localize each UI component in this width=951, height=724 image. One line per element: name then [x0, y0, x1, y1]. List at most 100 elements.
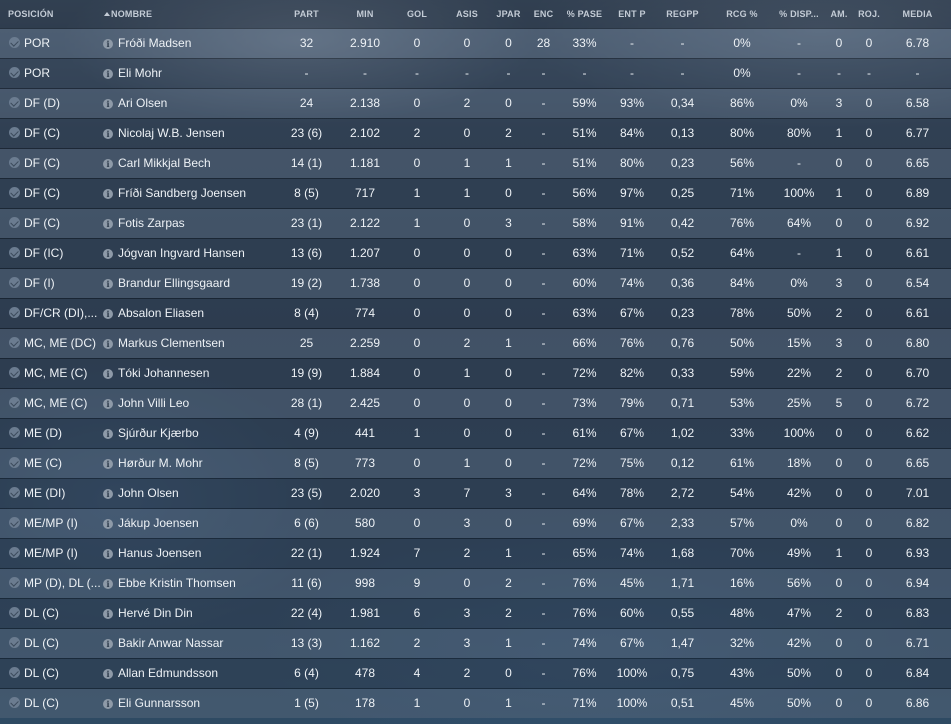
selection-check-icon[interactable]	[9, 187, 20, 198]
info-icon[interactable]: i	[103, 609, 113, 619]
column-header-minutes[interactable]: MIN	[356, 8, 374, 19]
selection-check-icon[interactable]	[9, 307, 20, 318]
player-name-cell[interactable]: i Nicolaj W.B. Jensen	[102, 118, 273, 148]
info-icon[interactable]: i	[103, 339, 113, 349]
player-name-cell[interactable]: i Hanus Joensen	[102, 538, 273, 568]
selection-check-icon[interactable]	[9, 157, 20, 168]
player-name-cell[interactable]: i Eli Gunnarsson	[102, 688, 273, 718]
info-icon[interactable]: i	[103, 219, 113, 229]
info-icon[interactable]: i	[103, 159, 113, 169]
player-row[interactable]: MC, ME (DC) i Markus Clementsen 25 2.259 0 2 1 -…	[0, 328, 951, 358]
player-name-cell[interactable]: i Ebbe Kristin Thomsen	[102, 568, 273, 598]
player-name-cell[interactable]: i Sjúrður Kjærbo	[102, 418, 273, 448]
column-header-appearances[interactable]: PART	[294, 8, 319, 19]
info-icon[interactable]: i	[103, 279, 113, 289]
selection-check-icon[interactable]	[9, 547, 20, 558]
player-row[interactable]: MC, ME (C) i Tóki Johannesen 19 (9) 1.884 0 1 0…	[0, 358, 951, 388]
player-name-cell[interactable]: i Brandur Ellingsgaard	[102, 268, 273, 298]
selection-check-icon[interactable]	[9, 367, 20, 378]
player-row[interactable]: ME (C) i Hørður M. Mohr 8 (5) 773 0 1 0 - 72% 75% 0…	[0, 448, 951, 478]
selection-check-icon[interactable]	[9, 397, 20, 408]
column-header-rcg-pct[interactable]: RCG %	[726, 8, 758, 19]
info-icon[interactable]: i	[103, 459, 113, 469]
player-row[interactable]: MP (D), DL (... i Ebbe Kristin Thomsen 11 (…	[0, 568, 951, 598]
selection-check-icon[interactable]	[9, 277, 20, 288]
info-icon[interactable]: i	[103, 429, 113, 439]
selection-check-icon[interactable]	[9, 127, 20, 138]
player-name-cell[interactable]: i John Villi Leo	[102, 388, 273, 418]
player-name-link[interactable]: Fotis Zarpas	[118, 216, 185, 230]
selection-check-icon[interactable]	[9, 97, 20, 108]
player-row[interactable]: DF (C) i Fríði Sandberg Joensen 8 (5) 717 1 1 0…	[0, 178, 951, 208]
info-icon[interactable]: i	[103, 129, 113, 139]
selection-check-icon[interactable]	[9, 217, 20, 228]
column-header-goals[interactable]: GOL	[406, 8, 428, 19]
player-name-link[interactable]: Fríði Sandberg Joensen	[118, 186, 247, 200]
player-name-link[interactable]: Ebbe Kristin Thomsen	[118, 576, 236, 590]
selection-check-icon[interactable]	[9, 697, 20, 709]
column-header-shot-pct[interactable]: % DISP...	[779, 8, 819, 19]
selection-check-icon[interactable]	[9, 577, 20, 588]
player-name-link[interactable]: Hanus Joensen	[118, 546, 202, 560]
selection-check-icon[interactable]	[9, 37, 20, 48]
player-name-cell[interactable]: i Ari Olsen	[102, 88, 273, 118]
player-row[interactable]: POR i Fróði Madsen 32 2.910 0 0 0 28 33% - - 0% - 0 0 6.…	[0, 28, 951, 58]
column-header-regpp[interactable]: REGPP	[666, 8, 699, 19]
player-name-link[interactable]: John Olsen	[118, 486, 179, 500]
info-icon[interactable]: i	[103, 549, 113, 559]
player-name-link[interactable]: Bakir Anwar Nassar	[118, 636, 224, 650]
column-header-name[interactable]: NOMBRE	[102, 0, 273, 28]
player-row[interactable]: DL (C) i Hervé Din Din 22 (4) 1.981 6 3 2 - 76% 60…	[0, 598, 951, 628]
player-name-link[interactable]: Absalon Eliasen	[118, 306, 205, 320]
selection-check-icon[interactable]	[9, 337, 20, 348]
selection-check-icon[interactable]	[9, 457, 20, 468]
selection-check-icon[interactable]	[9, 607, 20, 618]
info-icon[interactable]: i	[103, 579, 113, 589]
player-row[interactable]: DF (D) i Ari Olsen 24 2.138 0 2 0 - 59% 93% 0,34 86%…	[0, 88, 951, 118]
player-row[interactable]: DF (IC) i Jógvan Ingvard Hansen 13 (6) 1.207…	[0, 238, 951, 268]
info-icon[interactable]: i	[103, 639, 113, 649]
player-name-link[interactable]: Brandur Ellingsgaard	[118, 276, 231, 290]
info-icon[interactable]: i	[103, 249, 113, 259]
info-icon[interactable]: i	[103, 69, 113, 79]
info-icon[interactable]: i	[103, 489, 113, 499]
player-row[interactable]: MC, ME (C) i John Villi Leo 28 (1) 2.425 0 0 0 -…	[0, 388, 951, 418]
player-row[interactable]: DF (C) i Fotis Zarpas 23 (1) 2.122 1 0 3 - 58% 91%…	[0, 208, 951, 238]
selection-check-icon[interactable]	[9, 67, 20, 78]
selection-check-icon[interactable]	[9, 517, 20, 528]
player-name-cell[interactable]: i Fotis Zarpas	[102, 208, 273, 238]
player-name-link[interactable]: Hørður M. Mohr	[118, 456, 203, 470]
player-row[interactable]: DF/CR (DI),... i Absalon Eliasen 8 (4) 774 0 0…	[0, 298, 951, 328]
column-header-tackles[interactable]: ENT P	[618, 8, 646, 19]
player-row[interactable]: DF (C) i Nicolaj W.B. Jensen 23 (6) 2.102 2 0 2…	[0, 118, 951, 148]
player-name-link[interactable]: Carl Mikkjal Bech	[118, 156, 211, 170]
player-name-cell[interactable]: i Absalon Eliasen	[102, 298, 273, 328]
info-icon[interactable]: i	[103, 669, 113, 679]
selection-check-icon[interactable]	[9, 247, 20, 258]
player-name-link[interactable]: Eli Mohr	[118, 66, 163, 80]
column-header-position[interactable]: POSICIÓN	[8, 8, 54, 19]
player-row[interactable]: ME/MP (I) i Jákup Joensen 6 (6) 580 0 3 0 - 69% 67…	[0, 508, 951, 538]
player-name-link[interactable]: Ari Olsen	[118, 96, 168, 110]
player-row[interactable]: ME (DI) i John Olsen 23 (5) 2.020 3 7 3 - 64% 78% 2…	[0, 478, 951, 508]
column-header-conceded[interactable]: ENC	[533, 8, 554, 19]
player-row[interactable]: DF (I) i Brandur Ellingsgaard 19 (2) 1.738 0 0…	[0, 268, 951, 298]
player-row[interactable]: DL (C) i Bakir Anwar Nassar 13 (3) 1.162 2 3 1 -…	[0, 628, 951, 658]
selection-check-icon[interactable]	[9, 427, 20, 438]
info-icon[interactable]: i	[103, 399, 113, 409]
player-name-cell[interactable]: i Markus Clementsen	[102, 328, 273, 358]
column-header-player-of-match[interactable]: JPAR	[496, 8, 521, 19]
column-header-yellow-cards[interactable]: AM.	[830, 8, 848, 19]
player-name-link[interactable]: Eli Gunnarsson	[118, 696, 201, 711]
player-name-cell[interactable]: i Hervé Din Din	[102, 598, 273, 628]
info-icon[interactable]: i	[103, 369, 113, 379]
player-name-link[interactable]: Fróði Madsen	[118, 36, 192, 50]
player-row[interactable]: DL (C) i Allan Edmundsson 6 (4) 478 4 2 0 - 76% 10…	[0, 658, 951, 688]
player-name-link[interactable]: Nicolaj W.B. Jensen	[118, 126, 225, 140]
selection-check-icon[interactable]	[9, 487, 20, 498]
info-icon[interactable]: i	[103, 309, 113, 319]
player-name-cell[interactable]: i John Olsen	[102, 478, 273, 508]
player-name-link[interactable]: Allan Edmundsson	[118, 666, 219, 680]
player-row[interactable]: ME (D) i Sjúrður Kjærbo 4 (9) 441 1 0 0 - 61% 67% 1…	[0, 418, 951, 448]
info-icon[interactable]: i	[103, 189, 113, 199]
